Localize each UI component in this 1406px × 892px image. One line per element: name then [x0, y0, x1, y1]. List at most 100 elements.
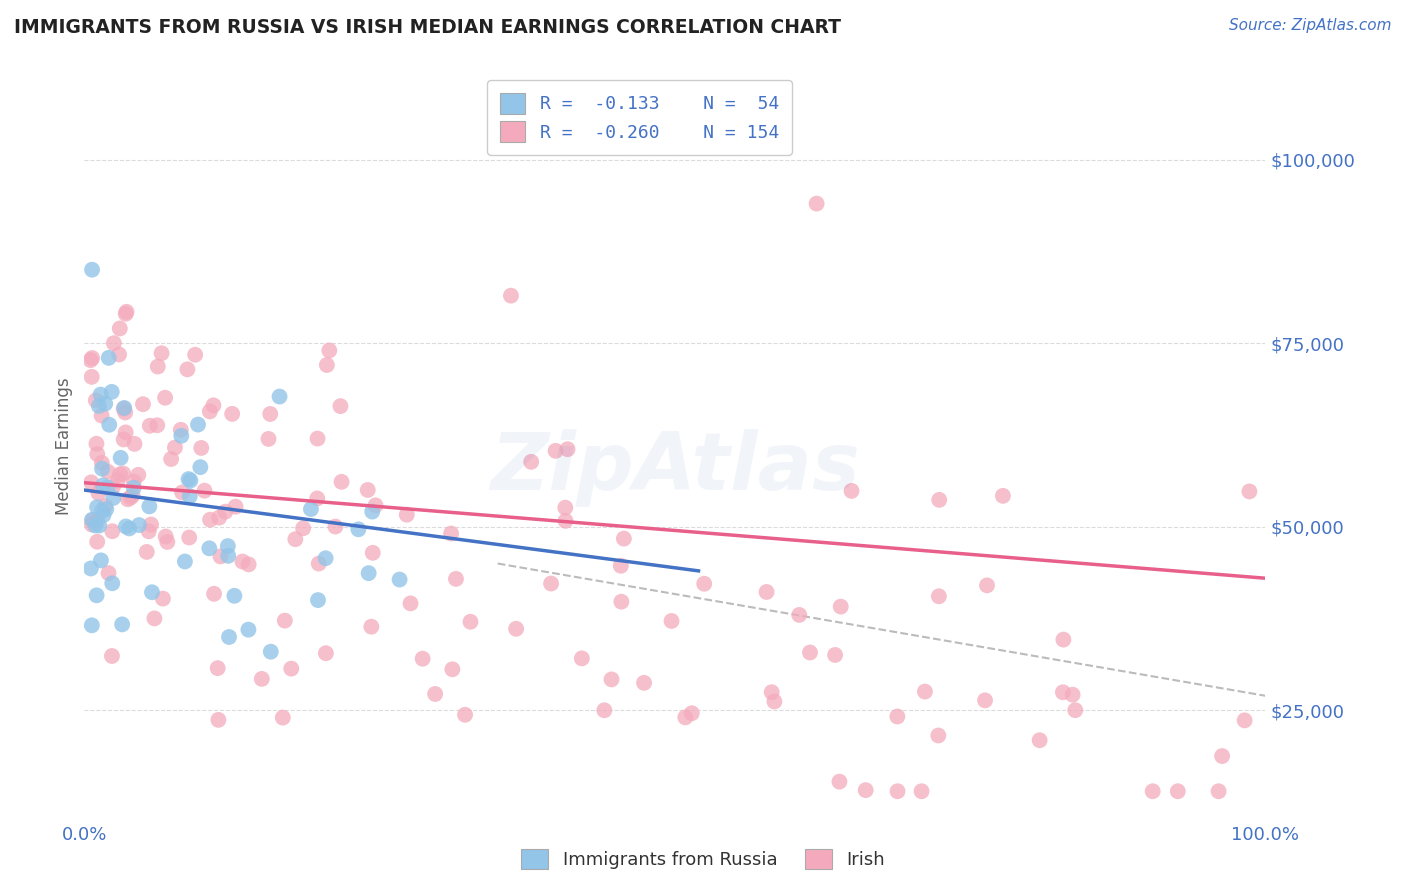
Point — [360, 620, 382, 634]
Point — [86, 588, 108, 602]
Point — [274, 614, 297, 628]
Point — [520, 455, 543, 469]
Point — [928, 492, 950, 507]
Point — [202, 398, 225, 412]
Point — [361, 505, 384, 519]
Point — [841, 483, 863, 498]
Point — [799, 645, 821, 659]
Point — [103, 491, 125, 505]
Point — [114, 405, 136, 419]
Point — [177, 472, 200, 486]
Point — [90, 553, 112, 567]
Point — [86, 447, 108, 461]
Point — [633, 676, 655, 690]
Point — [122, 481, 145, 495]
Point — [1167, 784, 1189, 798]
Point — [761, 685, 783, 699]
Point — [138, 500, 160, 514]
Point — [90, 456, 112, 470]
Point — [673, 710, 696, 724]
Point — [112, 401, 135, 416]
Point — [176, 362, 198, 376]
Point — [440, 526, 463, 541]
Point — [976, 578, 998, 592]
Point — [108, 321, 131, 335]
Point — [86, 436, 108, 450]
Point — [927, 729, 949, 743]
Point — [112, 433, 135, 447]
Point — [80, 517, 103, 532]
Point — [132, 397, 155, 411]
Point — [170, 423, 193, 437]
Point — [118, 521, 141, 535]
Point — [315, 551, 337, 566]
Point — [357, 483, 380, 497]
Point — [855, 783, 877, 797]
Point — [91, 461, 114, 475]
Point — [828, 774, 851, 789]
Point — [217, 549, 239, 563]
Point — [179, 489, 201, 503]
Point — [82, 513, 104, 527]
Point — [198, 513, 221, 527]
Point — [86, 534, 108, 549]
Point — [308, 557, 330, 571]
Point — [886, 709, 908, 723]
Point — [96, 480, 118, 494]
Point — [554, 500, 576, 515]
Point — [80, 561, 103, 575]
Point — [600, 673, 623, 687]
Point — [198, 541, 221, 556]
Point — [153, 391, 176, 405]
Point — [423, 687, 446, 701]
Point — [172, 485, 194, 500]
Point — [139, 418, 162, 433]
Point — [86, 514, 108, 528]
Point — [179, 474, 201, 488]
Point — [257, 432, 280, 446]
Point — [441, 662, 464, 676]
Point — [693, 576, 716, 591]
Point — [260, 645, 283, 659]
Point — [89, 518, 111, 533]
Point — [150, 346, 173, 360]
Point — [329, 399, 352, 413]
Point — [499, 288, 522, 302]
Point — [886, 784, 908, 798]
Point — [94, 499, 117, 513]
Point — [307, 593, 329, 607]
Point — [557, 442, 579, 457]
Point — [399, 596, 422, 610]
Point — [107, 474, 129, 488]
Point — [103, 336, 125, 351]
Point — [198, 404, 221, 418]
Point — [214, 505, 236, 519]
Point — [91, 503, 114, 517]
Point — [115, 305, 138, 319]
Point — [101, 576, 124, 591]
Point — [80, 262, 103, 277]
Point — [347, 522, 370, 536]
Point — [170, 429, 193, 443]
Point — [824, 648, 846, 662]
Point — [139, 517, 162, 532]
Point — [96, 502, 118, 516]
Point — [112, 467, 135, 481]
Point — [202, 587, 225, 601]
Point — [101, 524, 124, 539]
Point — [93, 508, 115, 522]
Point — [292, 521, 315, 535]
Point — [111, 617, 134, 632]
Point — [179, 531, 201, 545]
Point — [269, 390, 291, 404]
Point — [388, 573, 411, 587]
Point — [460, 615, 482, 629]
Point — [315, 358, 337, 372]
Point — [155, 530, 177, 544]
Point — [82, 351, 104, 365]
Point — [613, 532, 636, 546]
Point — [152, 591, 174, 606]
Point — [112, 401, 135, 415]
Point — [128, 518, 150, 533]
Point — [250, 672, 273, 686]
